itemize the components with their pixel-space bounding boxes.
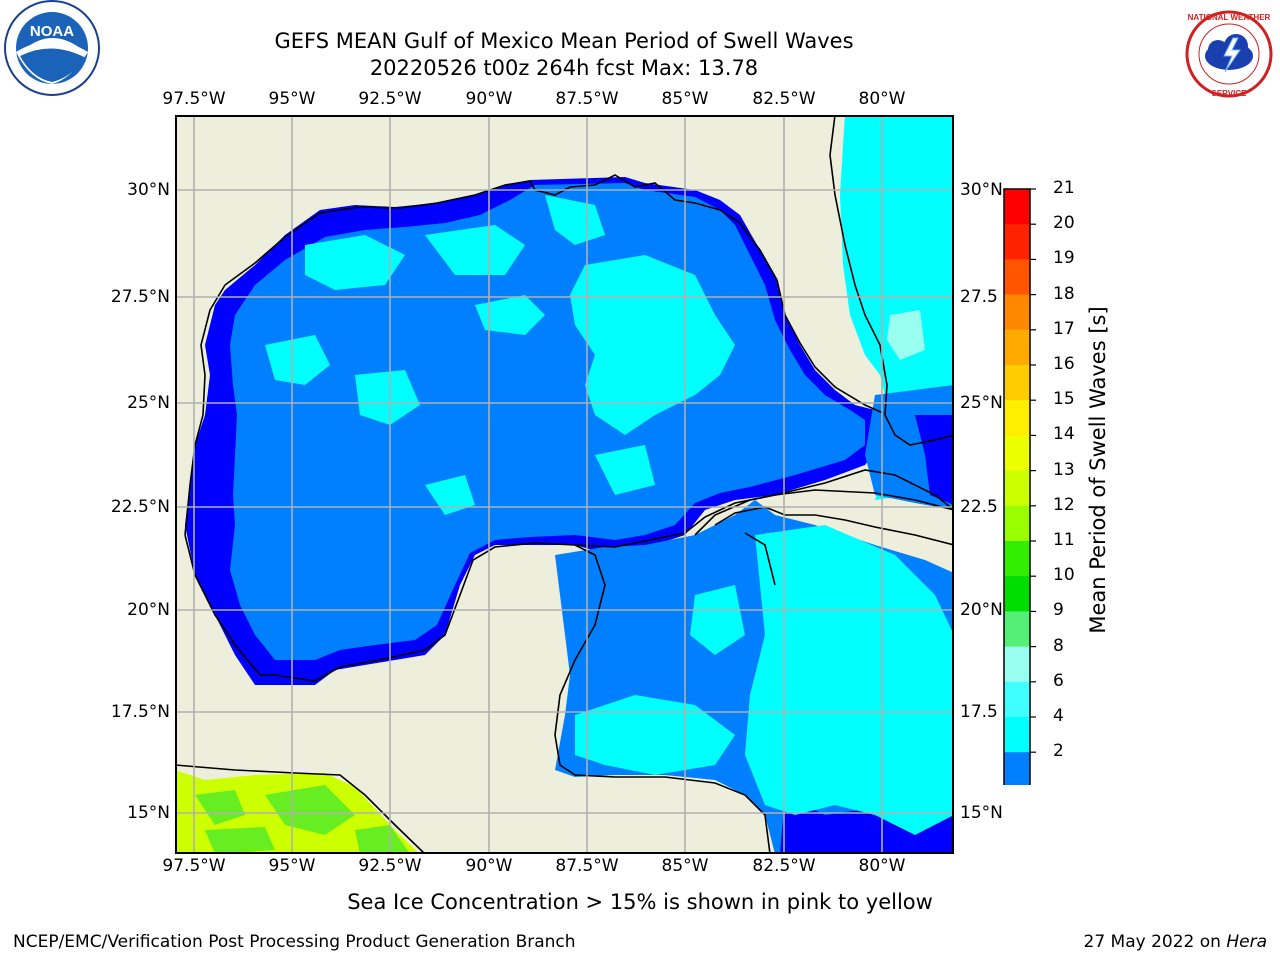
colorbar-segment [1004,365,1030,401]
colorbar-label: Mean Period of Swell Waves [s] [1086,306,1110,634]
lon-label-top: 90°W [465,89,513,109]
lon-label-bottom: 92.5°W [358,856,422,876]
lat-label-left: 17.5°N [110,702,170,722]
coastlines [175,115,954,854]
noaa-logo: NOAA [4,0,100,96]
lon-label-bottom: 85°W [661,856,709,876]
lightning-icon [1223,37,1241,73]
pacific-green-patches [195,785,410,854]
colorbar-segment [1004,294,1030,331]
colorbar-segment [1004,259,1030,296]
colorbar-tick-label: 13 [1053,459,1075,480]
noaa-bird-shape [26,38,80,48]
colorbar-tick-label: 21 [1053,178,1075,198]
colorbar-segment [1004,435,1030,472]
colorbar-tick-label: 9 [1053,600,1064,621]
colorbar-tick-label: 8 [1053,635,1064,656]
gridlines [175,115,954,854]
lat-label-left: 22.5°N [110,497,170,517]
map-panel [175,115,954,854]
date-text: 27 May 2022 on [1083,932,1221,952]
lat-label-right: 22.5 [960,497,998,517]
lon-label-top: 92.5°W [358,89,422,109]
colorbar-tick-label: 18 [1053,283,1075,304]
colorbar-segment [1004,646,1030,683]
colorbar-tick-label: 11 [1053,530,1075,550]
colorbar-tick-label: 14 [1053,424,1075,445]
noaa-logo-text: NOAA [30,23,74,40]
svg-text:NATIONAL WEATHER: NATIONAL WEATHER [1188,13,1271,22]
machine-name: Hera [1226,932,1267,952]
colorbar-tick-label: 16 [1053,354,1075,374]
lon-label-top: 97.5°W [162,89,226,109]
colorbar-segment [1004,717,1030,753]
lon-label-bottom: 90°W [465,856,513,876]
lat-label-right: 15°N [960,803,1003,823]
colorbar-segment [1004,224,1030,260]
colorbar-tick-label: 19 [1053,248,1075,269]
lat-label-left: 30°N [127,180,170,200]
colorbar-tick-label: 10 [1053,565,1075,586]
lon-label-bottom: 87.5°W [555,856,619,876]
lat-label-right: 30°N [960,180,1003,200]
colorbar-frame [1003,188,1031,785]
lon-label-bottom: 80°W [858,856,906,876]
lat-label-left: 15°N [127,803,170,823]
nws-logo: NATIONAL WEATHER SERVICE [1185,10,1273,98]
swell-4-6-patches [265,195,954,835]
lon-label-bottom: 95°W [268,856,316,876]
lat-label-right: 27.5 [960,287,998,307]
map-frame [175,115,954,854]
colorbar-segment [1004,681,1030,718]
date-stamp: 27 May 2022 on Hera [1084,932,1268,952]
map-subtitle: 20220526 t00z 264h fcst Max: 13.78 [369,56,759,80]
sea-ice-note: Sea Ice Concentration > 15% is shown in … [347,890,933,914]
colorbar-segment [1004,400,1030,436]
lon-label-bottom: 82.5°W [752,856,816,876]
colorbar-tick-label: 15 [1053,389,1075,410]
lon-label-bottom: 97.5°W [162,856,226,876]
lon-label-top: 95°W [268,89,316,109]
colorbar-tick-label: 20 [1053,213,1075,234]
lat-label-left: 20°N [127,600,170,620]
lat-label-left: 25°N [127,393,170,413]
credit-text: NCEP/EMC/Verification Post Processing Pr… [13,932,576,952]
lat-label-right: 17.5 [960,702,998,722]
colorbar-segment [1004,576,1030,612]
colorbar-tick-label: 17 [1053,318,1075,339]
colorbar-segment [1004,329,1030,366]
colorbar-segment [1004,189,1030,225]
colorbar-segment [1004,611,1030,648]
swell-8-9-patch [887,310,925,360]
map-title: GEFS MEAN Gulf of Mexico Mean Period of … [274,29,854,53]
colorbar-tick-label: 4 [1053,706,1064,726]
lon-label-top: 82.5°W [752,89,816,109]
colorbar-tick-label: 12 [1053,494,1075,515]
lon-label-top: 87.5°W [555,89,619,109]
lat-label-right: 25°N [960,393,1003,413]
colorbar-segment [1004,470,1030,507]
colorbar-segment [1004,541,1030,577]
lat-label-left: 27.5°N [110,287,170,307]
lon-label-top: 80°W [858,89,906,109]
colorbar-tick-label: 6 [1053,670,1064,691]
svg-text:SERVICE: SERVICE [1212,89,1248,98]
lon-label-top: 85°W [661,89,709,109]
lat-label-right: 20°N [960,600,1003,620]
colorbar-segment [1004,752,1030,785]
colorbar-segment [1004,505,1030,542]
colorbar [1003,188,1036,785]
colorbar-tick-label: 2 [1053,741,1064,762]
